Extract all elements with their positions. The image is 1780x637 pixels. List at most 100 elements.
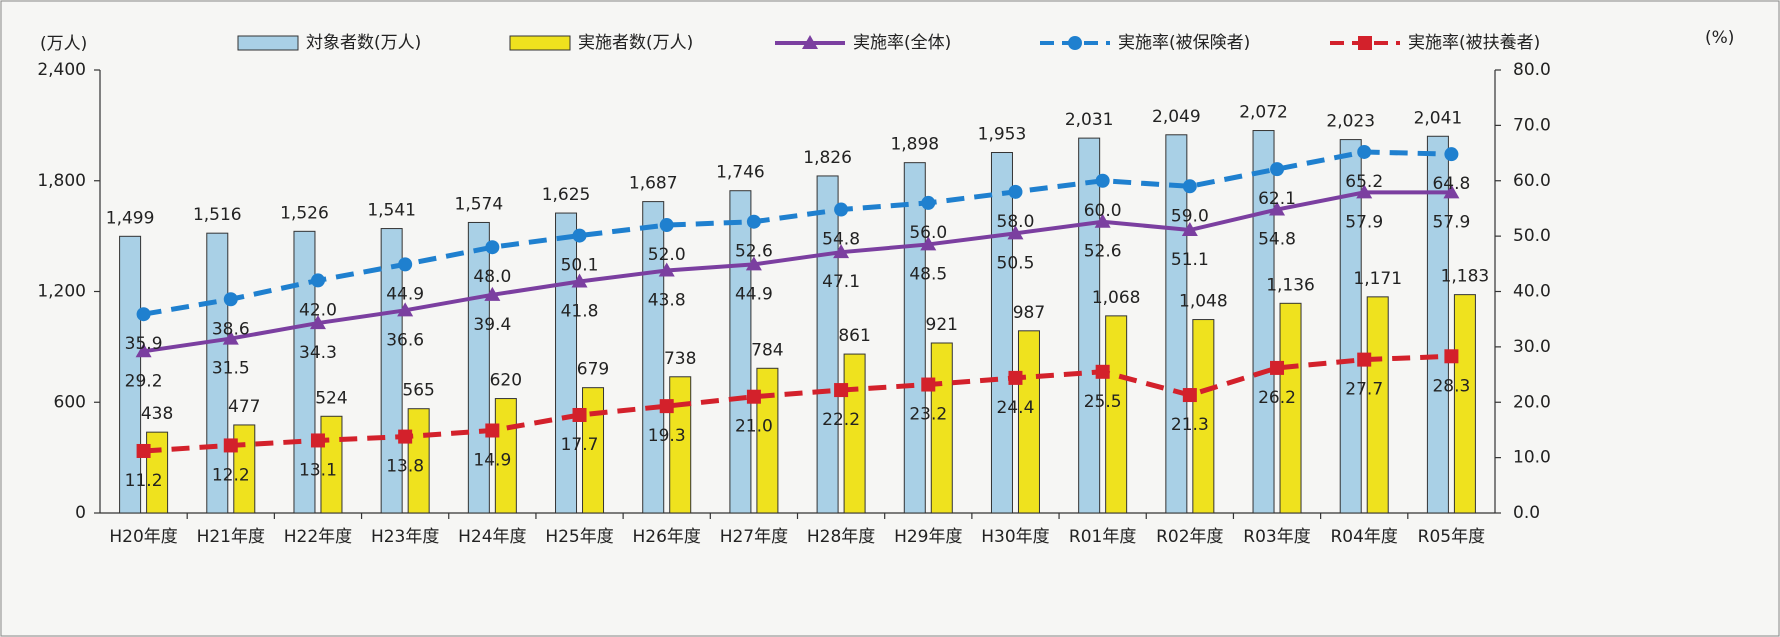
bar (555, 212, 578, 514)
line-marker (745, 256, 762, 271)
line (143, 353, 1452, 454)
line-value-label: 38.6 (212, 319, 250, 339)
line-value-label: 58.0 (997, 212, 1035, 232)
y-tick-label: 600 (54, 392, 86, 412)
line-value-label: 41.8 (561, 302, 599, 322)
line-value-label: 64.8 (1432, 174, 1470, 194)
line-marker (223, 438, 238, 453)
line-value-label: 59.0 (1171, 206, 1209, 226)
x-tick-label: H23年度 (371, 527, 439, 547)
bar-value-label: 2,023 (1326, 112, 1375, 132)
line-value-label: 25.5 (1084, 392, 1122, 412)
bar-value-label: 620 (490, 371, 522, 391)
y2-tick-label: 20.0 (1513, 392, 1551, 412)
y2-tick-label: 40.0 (1513, 282, 1551, 302)
bar-value-label: 477 (228, 397, 260, 417)
line-marker (1357, 144, 1372, 159)
y2-tick-label: 10.0 (1513, 448, 1551, 468)
line-marker (1182, 179, 1197, 194)
line-value-label: 62.1 (1258, 189, 1296, 209)
y2-tick-label: 80.0 (1513, 60, 1551, 80)
y-tick-label: 0 (75, 503, 86, 523)
line-marker (1095, 364, 1110, 379)
bar (1426, 135, 1449, 514)
x-tick-label: H29年度 (894, 527, 962, 547)
line-value-label: 13.8 (386, 457, 424, 477)
bar (1252, 130, 1275, 514)
line-marker (1269, 201, 1286, 216)
line-marker (222, 330, 239, 345)
bar-value-label: 2,041 (1414, 108, 1463, 128)
line-marker (223, 292, 238, 307)
line-marker (1095, 173, 1110, 188)
bar (930, 342, 953, 514)
bar (756, 367, 779, 514)
line-value-label: 50.1 (561, 256, 599, 276)
bar (642, 201, 665, 514)
line-value-label: 52.6 (735, 242, 773, 262)
line-value-label: 47.1 (822, 272, 860, 292)
bar-value-label: 1,136 (1266, 275, 1315, 295)
bar-value-label: 1,746 (716, 163, 765, 183)
line-value-label: 36.6 (386, 330, 424, 350)
x-tick-label: H27年度 (720, 527, 788, 547)
line-marker (310, 273, 325, 288)
legend-marker (1358, 36, 1372, 50)
line-value-label: 57.9 (1432, 212, 1470, 232)
line-value-label: 17.7 (561, 435, 599, 455)
legend-label: 実施者数(万人) (578, 33, 693, 53)
line-marker (135, 343, 152, 358)
y-tick-label: 2,400 (37, 60, 86, 80)
bar-value-label: 524 (315, 388, 347, 408)
line-value-label: 51.1 (1171, 250, 1209, 270)
x-tick-label: H30年度 (981, 527, 1049, 547)
legend-label: 実施率(被扶養者) (1408, 33, 1540, 53)
x-tick-label: R02年度 (1156, 527, 1223, 547)
line-marker (1443, 184, 1460, 199)
x-tick-label: H24年度 (458, 527, 526, 547)
line-marker (1181, 222, 1198, 237)
bar-value-label: 1,183 (1441, 267, 1490, 287)
legend-swatch (237, 35, 299, 51)
line-marker (310, 433, 325, 448)
line-marker (746, 214, 761, 229)
line-marker (834, 383, 849, 398)
line-value-label: 24.4 (997, 398, 1035, 418)
line-marker (397, 302, 414, 317)
y-tick-label: 1,800 (37, 171, 86, 191)
line-marker (658, 262, 675, 277)
x-tick-label: H28年度 (807, 527, 875, 547)
line-marker (309, 315, 326, 330)
bar-value-label: 565 (402, 381, 434, 401)
line-value-label: 52.0 (648, 245, 686, 265)
bar-value-label: 1,526 (280, 203, 329, 223)
bar-value-label: 1,171 (1353, 269, 1402, 289)
line-value-label: 54.8 (1258, 230, 1296, 250)
line-marker (136, 443, 151, 458)
bar (1366, 296, 1389, 514)
bar-value-label: 2,049 (1152, 107, 1201, 127)
line (143, 149, 1452, 317)
line-marker (398, 429, 413, 444)
line-marker (1007, 225, 1024, 240)
line-value-label: 22.2 (822, 410, 860, 430)
line-marker (1182, 388, 1197, 403)
line-value-label: 19.3 (648, 426, 686, 446)
bar-value-label: 861 (838, 326, 870, 346)
line-marker (572, 228, 587, 243)
x-tick-label: H25年度 (545, 527, 613, 547)
line-value-label: 29.2 (125, 371, 163, 391)
y2-axis-label: (%) (1705, 28, 1734, 48)
line-value-label: 57.9 (1345, 212, 1383, 232)
y-axis-label: (万人) (40, 34, 87, 54)
bar-value-label: 1,687 (629, 174, 678, 194)
line-value-label: 43.8 (648, 290, 686, 310)
line-value-label: 28.3 (1432, 376, 1470, 396)
bar-value-label: 1,499 (106, 208, 155, 228)
bar (1105, 315, 1128, 514)
line-marker (921, 377, 936, 392)
line-value-label: 23.2 (909, 405, 947, 425)
bar-value-label: 1,516 (193, 205, 242, 225)
bar (729, 190, 752, 514)
